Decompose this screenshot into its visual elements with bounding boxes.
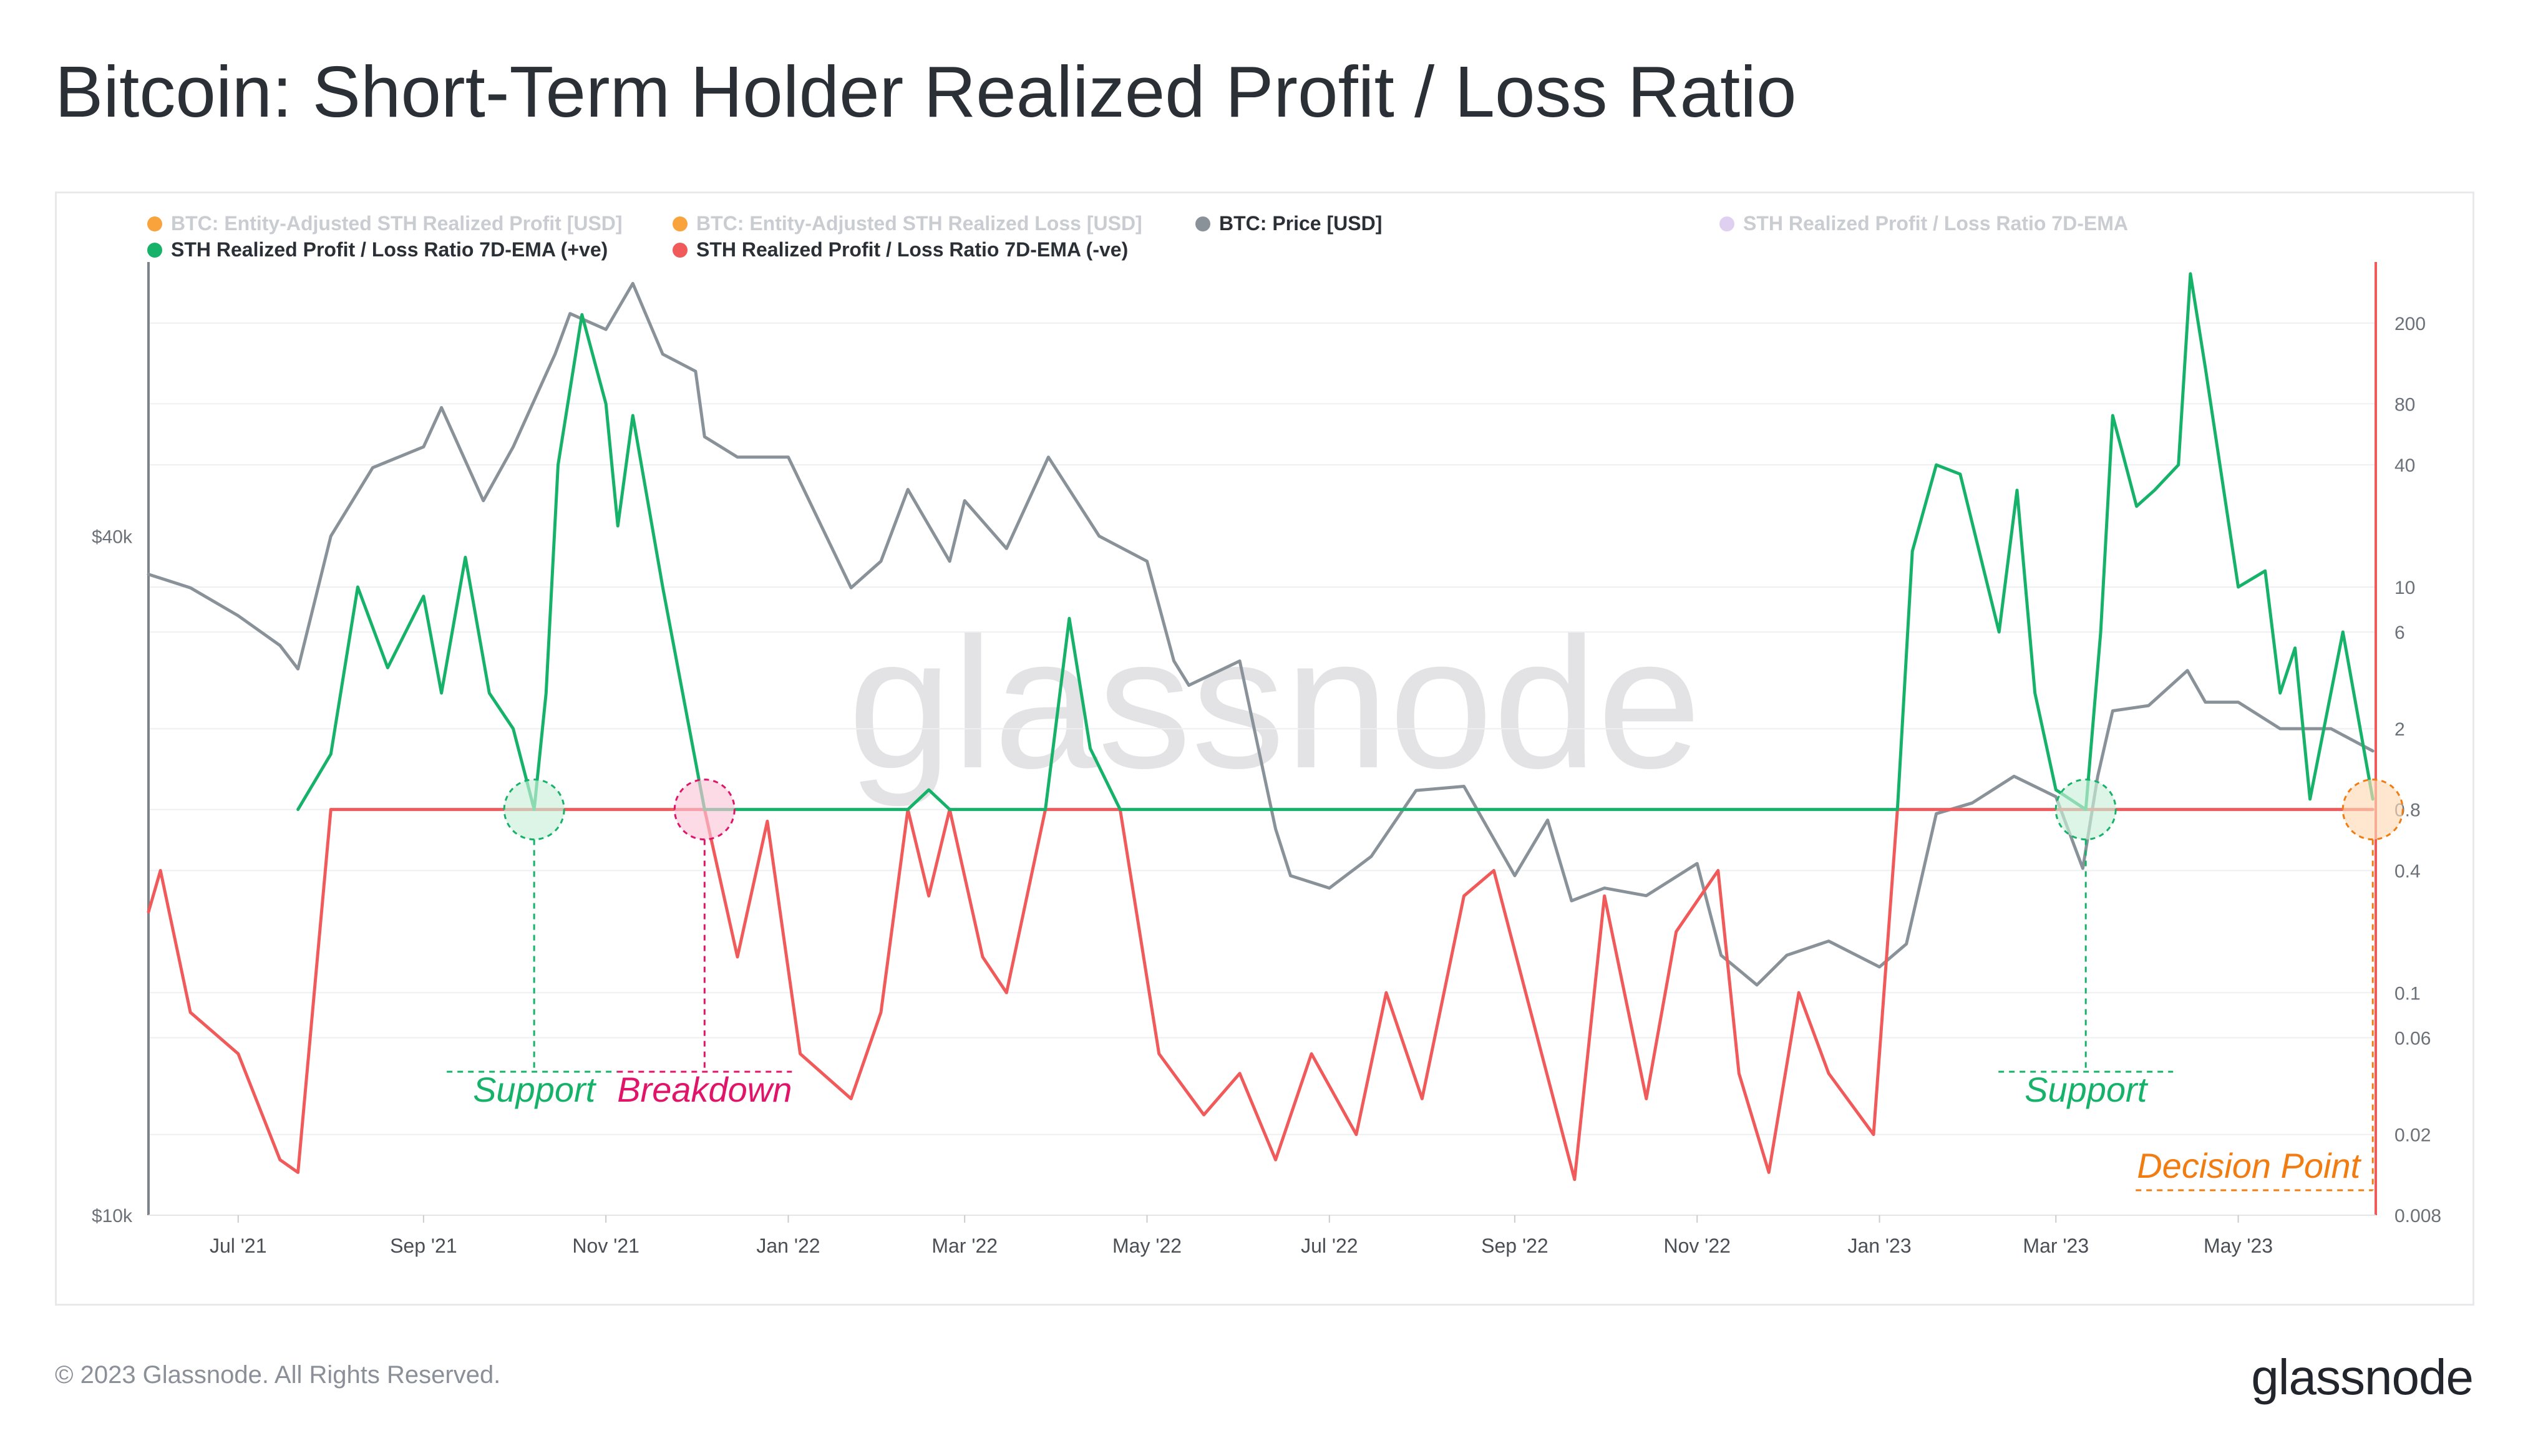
y-right-tick-label: 10 xyxy=(2394,578,2415,598)
annotation-decision-point: Decision Point xyxy=(2136,779,2404,1191)
y-right-tick-label: 0.4 xyxy=(2394,861,2421,882)
x-tick-label: Jul '22 xyxy=(1301,1235,1358,1257)
y-right-tick-label: 0.02 xyxy=(2394,1125,2431,1146)
annotation-circle xyxy=(673,779,736,841)
legend-item-sth-ratio-positive[interactable]: STH Realized Profit / Loss Ratio 7D-EMA … xyxy=(147,238,608,261)
x-tick-label: Jul '21 xyxy=(210,1235,267,1257)
annotation-support-1: Support xyxy=(447,779,622,1109)
annotation-label: Support xyxy=(2025,1070,2149,1109)
series-line-sth-ratio-positive xyxy=(296,272,2375,812)
annotation-circle xyxy=(2054,779,2117,841)
annotation-support-2: Support xyxy=(1998,779,2174,1109)
legend-label: BTC: Price [USD] xyxy=(1219,212,1383,235)
x-tick-label: Nov '22 xyxy=(1663,1235,1731,1257)
legend-label: BTC: Entity-Adjusted STH Realized Loss [… xyxy=(696,212,1142,235)
legend-label: STH Realized Profit / Loss Ratio 7D-EMA … xyxy=(696,238,1129,261)
y-right-tick-label: 0.06 xyxy=(2394,1028,2431,1049)
legend-item-sth-realized-loss[interactable]: BTC: Entity-Adjusted STH Realized Loss [… xyxy=(673,212,1142,235)
copyright-text: © 2023 Glassnode. All Rights Reserved. xyxy=(55,1361,501,1389)
y-right-tick-label: 2 xyxy=(2394,719,2405,740)
y-left-tick-label: $10k xyxy=(92,1206,133,1226)
annotation-label: Decision Point xyxy=(2137,1146,2361,1185)
y-right-tick-label: 6 xyxy=(2394,623,2405,643)
legend-dot-icon xyxy=(673,242,688,258)
x-tick-label: Mar '23 xyxy=(2023,1235,2089,1257)
y-right-tick-label: 0.008 xyxy=(2394,1206,2441,1226)
legend-dot-icon xyxy=(147,242,162,258)
annotation-label: Breakdown xyxy=(617,1070,792,1109)
x-tick-label: May '23 xyxy=(2204,1235,2273,1257)
x-tick-label: Mar '22 xyxy=(931,1235,998,1257)
y-left-tick-label: $40k xyxy=(92,527,133,547)
x-tick-label: Jan '22 xyxy=(756,1235,820,1257)
x-tick-label: Sep '21 xyxy=(390,1235,457,1257)
page-title: Bitcoin: Short-Term Holder Realized Prof… xyxy=(55,51,1797,132)
legend-label: BTC: Entity-Adjusted STH Realized Profit… xyxy=(171,212,623,235)
series-line-btc-price xyxy=(147,281,2375,987)
annotation-breakdown: Breakdown xyxy=(617,779,792,1109)
glassnode-logo: glassnode xyxy=(2251,1349,2474,1405)
legend-item-sth-ratio-negative[interactable]: STH Realized Profit / Loss Ratio 7D-EMA … xyxy=(673,238,1128,261)
annotation-circle xyxy=(503,779,565,841)
legend-item-sth-ratio-7d-ema[interactable]: STH Realized Profit / Loss Ratio 7D-EMA xyxy=(1719,212,2128,235)
x-tick-label: Sep '22 xyxy=(1481,1235,1548,1257)
legend-item-sth-realized-profit[interactable]: BTC: Entity-Adjusted STH Realized Profit… xyxy=(147,212,623,235)
y-right-tick-label: 200 xyxy=(2394,314,2426,334)
series-line-sth-ratio-negative xyxy=(147,808,2375,1182)
legend: BTC: Entity-Adjusted STH Realized Profit… xyxy=(141,212,2387,268)
legend-dot-icon xyxy=(1719,216,1734,231)
x-tick-label: Jan '23 xyxy=(1847,1235,1911,1257)
y-right-tick-label: 40 xyxy=(2394,455,2415,476)
x-tick-label: May '22 xyxy=(1112,1235,1182,1257)
legend-dot-icon xyxy=(1195,216,1210,231)
legend-item-btc-price[interactable]: BTC: Price [USD] xyxy=(1195,212,1382,235)
x-tick-label: Nov '21 xyxy=(572,1235,639,1257)
legend-dot-icon xyxy=(147,216,162,231)
y-right-tick-label: 0.1 xyxy=(2394,983,2421,1004)
annotation-circle xyxy=(2341,779,2404,841)
y-right-tick-label: 80 xyxy=(2394,394,2415,415)
annotation-label: Support xyxy=(473,1070,597,1109)
legend-label: STH Realized Profit / Loss Ratio 7D-EMA xyxy=(1743,212,2128,235)
legend-dot-icon xyxy=(673,216,688,231)
chart-frame xyxy=(55,192,2474,1306)
legend-label: STH Realized Profit / Loss Ratio 7D-EMA … xyxy=(171,238,608,261)
watermark-text: glassnode xyxy=(848,598,1701,808)
